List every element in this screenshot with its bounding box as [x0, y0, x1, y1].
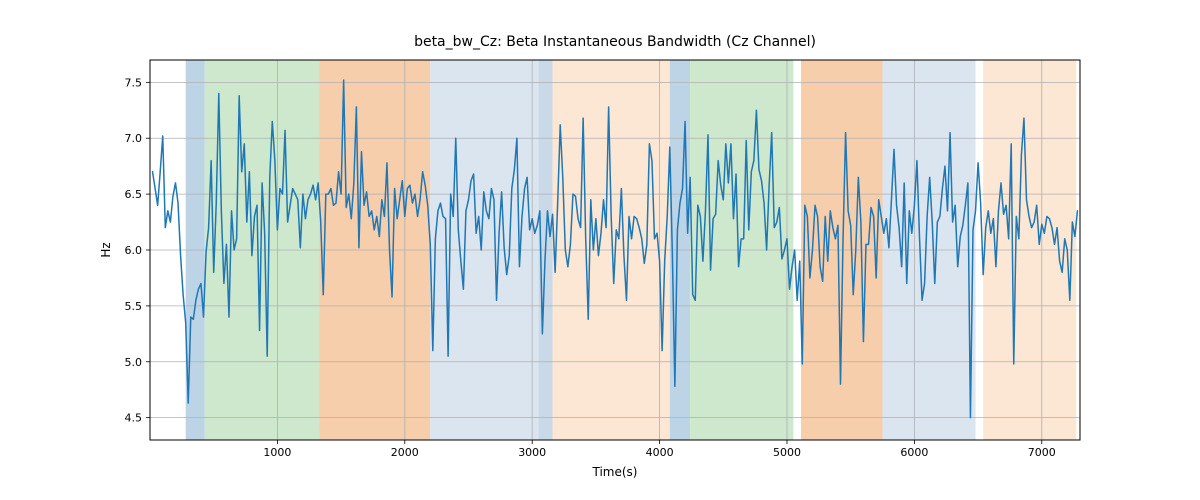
y-tick-label: 6.5: [125, 188, 143, 201]
y-axis-label: Hz: [99, 242, 113, 257]
x-tick-label: 6000: [900, 446, 928, 459]
x-tick-label: 4000: [646, 446, 674, 459]
x-tick-label: 1000: [263, 446, 291, 459]
y-tick-label: 7.5: [125, 76, 143, 89]
x-tick-label: 5000: [773, 446, 801, 459]
y-ticks: 4.5 5.0 5.5 6.0 6.5 7.0 7.5: [125, 76, 151, 424]
chart-svg: 1000 2000 3000 4000 5000 6000 7000 4.5 5.0 5.5 6.0…: [0, 0, 1200, 500]
y-tick-label: 4.5: [125, 412, 143, 425]
x-tick-label: 2000: [391, 446, 419, 459]
chart-title: beta_bw_Cz: Beta Instantaneous Bandwidth…: [414, 34, 816, 50]
x-tick-label: 3000: [518, 446, 546, 459]
y-tick-label: 6.0: [125, 244, 143, 257]
x-ticks: 1000 2000 3000 4000 5000 6000 7000: [263, 440, 1055, 459]
y-tick-label: 7.0: [125, 132, 143, 145]
chart-container: 1000 2000 3000 4000 5000 6000 7000 4.5 5.0 5.5 6.0…: [0, 0, 1200, 500]
x-tick-label: 7000: [1028, 446, 1056, 459]
x-axis-label: Time(s): [592, 465, 638, 479]
y-tick-label: 5.0: [125, 356, 143, 369]
y-tick-label: 5.5: [125, 300, 143, 313]
